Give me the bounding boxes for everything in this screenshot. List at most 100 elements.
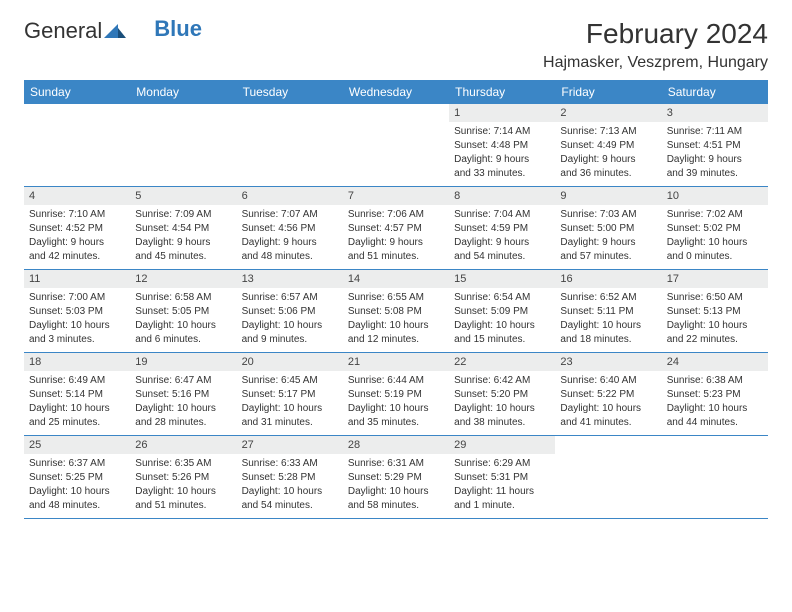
day-number: 12	[130, 270, 236, 288]
day-cell: 27Sunrise: 6:33 AMSunset: 5:28 PMDayligh…	[237, 436, 343, 518]
week-row: 25Sunrise: 6:37 AMSunset: 5:25 PMDayligh…	[24, 436, 768, 519]
day-body: Sunrise: 6:31 AMSunset: 5:29 PMDaylight:…	[343, 454, 449, 517]
day-line-sr: Sunrise: 6:42 AM	[454, 374, 550, 387]
day-body: Sunrise: 6:35 AMSunset: 5:26 PMDaylight:…	[130, 454, 236, 517]
day-line-ss: Sunset: 4:48 PM	[454, 139, 550, 152]
day-body: Sunrise: 6:47 AMSunset: 5:16 PMDaylight:…	[130, 371, 236, 434]
day-line-sr: Sunrise: 7:14 AM	[454, 125, 550, 138]
calendar-page: General Blue February 2024 Hajmasker, Ve…	[0, 0, 792, 537]
day-line-ss: Sunset: 5:13 PM	[667, 305, 763, 318]
day-cell: 11Sunrise: 7:00 AMSunset: 5:03 PMDayligh…	[24, 270, 130, 352]
day-line-ss: Sunset: 5:17 PM	[242, 388, 338, 401]
day-line-sr: Sunrise: 6:35 AM	[135, 457, 231, 470]
day-body: Sunrise: 7:14 AMSunset: 4:48 PMDaylight:…	[449, 122, 555, 185]
day-line-d2: and 3 minutes.	[29, 333, 125, 346]
day-line-d1: Daylight: 9 hours	[667, 153, 763, 166]
day-line-d2: and 31 minutes.	[242, 416, 338, 429]
day-line-d2: and 42 minutes.	[29, 250, 125, 263]
day-line-d2: and 44 minutes.	[667, 416, 763, 429]
day-number: 15	[449, 270, 555, 288]
day-cell: 2Sunrise: 7:13 AMSunset: 4:49 PMDaylight…	[555, 104, 661, 186]
day-line-sr: Sunrise: 6:58 AM	[135, 291, 231, 304]
day-line-d2: and 54 minutes.	[454, 250, 550, 263]
day-line-d1: Daylight: 9 hours	[348, 236, 444, 249]
weekday-header: Monday	[130, 80, 236, 104]
day-line-d1: Daylight: 10 hours	[348, 485, 444, 498]
day-body: Sunrise: 6:54 AMSunset: 5:09 PMDaylight:…	[449, 288, 555, 351]
day-line-sr: Sunrise: 7:02 AM	[667, 208, 763, 221]
day-number: 10	[662, 187, 768, 205]
day-line-d1: Daylight: 10 hours	[454, 319, 550, 332]
day-line-d1: Daylight: 10 hours	[135, 402, 231, 415]
day-line-ss: Sunset: 5:00 PM	[560, 222, 656, 235]
day-body: Sunrise: 7:09 AMSunset: 4:54 PMDaylight:…	[130, 205, 236, 268]
day-body: Sunrise: 6:50 AMSunset: 5:13 PMDaylight:…	[662, 288, 768, 351]
day-number: 20	[237, 353, 343, 371]
day-line-sr: Sunrise: 6:49 AM	[29, 374, 125, 387]
day-number: 22	[449, 353, 555, 371]
day-line-d1: Daylight: 10 hours	[29, 402, 125, 415]
day-body: Sunrise: 6:45 AMSunset: 5:17 PMDaylight:…	[237, 371, 343, 434]
day-number: 3	[662, 104, 768, 122]
week-row: 18Sunrise: 6:49 AMSunset: 5:14 PMDayligh…	[24, 353, 768, 436]
day-line-d1: Daylight: 9 hours	[560, 153, 656, 166]
day-line-d2: and 36 minutes.	[560, 167, 656, 180]
day-cell: 10Sunrise: 7:02 AMSunset: 5:02 PMDayligh…	[662, 187, 768, 269]
day-number: 9	[555, 187, 661, 205]
day-line-d1: Daylight: 10 hours	[560, 402, 656, 415]
day-body: Sunrise: 6:29 AMSunset: 5:31 PMDaylight:…	[449, 454, 555, 517]
day-line-d1: Daylight: 10 hours	[242, 402, 338, 415]
day-line-d2: and 28 minutes.	[135, 416, 231, 429]
weekday-header-row: SundayMondayTuesdayWednesdayThursdayFrid…	[24, 80, 768, 104]
day-body: Sunrise: 7:04 AMSunset: 4:59 PMDaylight:…	[449, 205, 555, 268]
day-body: Sunrise: 6:40 AMSunset: 5:22 PMDaylight:…	[555, 371, 661, 434]
day-line-ss: Sunset: 4:59 PM	[454, 222, 550, 235]
day-body: Sunrise: 6:37 AMSunset: 5:25 PMDaylight:…	[24, 454, 130, 517]
day-cell: 16Sunrise: 6:52 AMSunset: 5:11 PMDayligh…	[555, 270, 661, 352]
weekday-header: Sunday	[24, 80, 130, 104]
day-line-d1: Daylight: 10 hours	[242, 485, 338, 498]
day-line-sr: Sunrise: 7:00 AM	[29, 291, 125, 304]
week-row: 11Sunrise: 7:00 AMSunset: 5:03 PMDayligh…	[24, 270, 768, 353]
day-cell: 13Sunrise: 6:57 AMSunset: 5:06 PMDayligh…	[237, 270, 343, 352]
day-cell	[343, 104, 449, 186]
day-number: 25	[24, 436, 130, 454]
day-line-d1: Daylight: 9 hours	[242, 236, 338, 249]
day-line-ss: Sunset: 5:06 PM	[242, 305, 338, 318]
day-line-d2: and 48 minutes.	[242, 250, 338, 263]
day-line-ss: Sunset: 4:54 PM	[135, 222, 231, 235]
day-line-d2: and 35 minutes.	[348, 416, 444, 429]
day-line-d1: Daylight: 9 hours	[454, 153, 550, 166]
day-line-sr: Sunrise: 6:45 AM	[242, 374, 338, 387]
day-cell	[24, 104, 130, 186]
day-line-ss: Sunset: 5:09 PM	[454, 305, 550, 318]
day-line-ss: Sunset: 4:49 PM	[560, 139, 656, 152]
day-cell	[555, 436, 661, 518]
day-cell: 15Sunrise: 6:54 AMSunset: 5:09 PMDayligh…	[449, 270, 555, 352]
day-line-d2: and 41 minutes.	[560, 416, 656, 429]
day-body: Sunrise: 7:11 AMSunset: 4:51 PMDaylight:…	[662, 122, 768, 185]
day-cell: 24Sunrise: 6:38 AMSunset: 5:23 PMDayligh…	[662, 353, 768, 435]
month-title: February 2024	[543, 18, 768, 50]
weekday-header: Saturday	[662, 80, 768, 104]
logo: General Blue	[24, 18, 202, 44]
day-line-sr: Sunrise: 6:44 AM	[348, 374, 444, 387]
day-line-d2: and 33 minutes.	[454, 167, 550, 180]
day-line-d1: Daylight: 10 hours	[667, 402, 763, 415]
day-line-d1: Daylight: 10 hours	[667, 319, 763, 332]
day-line-sr: Sunrise: 6:52 AM	[560, 291, 656, 304]
day-cell: 23Sunrise: 6:40 AMSunset: 5:22 PMDayligh…	[555, 353, 661, 435]
week-row: 1Sunrise: 7:14 AMSunset: 4:48 PMDaylight…	[24, 104, 768, 187]
day-line-d2: and 12 minutes.	[348, 333, 444, 346]
day-cell	[130, 104, 236, 186]
day-line-ss: Sunset: 5:28 PM	[242, 471, 338, 484]
day-line-ss: Sunset: 5:22 PM	[560, 388, 656, 401]
day-line-sr: Sunrise: 7:07 AM	[242, 208, 338, 221]
day-line-d2: and 18 minutes.	[560, 333, 656, 346]
day-line-d2: and 39 minutes.	[667, 167, 763, 180]
day-cell: 22Sunrise: 6:42 AMSunset: 5:20 PMDayligh…	[449, 353, 555, 435]
day-line-ss: Sunset: 5:25 PM	[29, 471, 125, 484]
day-line-sr: Sunrise: 7:06 AM	[348, 208, 444, 221]
day-cell: 4Sunrise: 7:10 AMSunset: 4:52 PMDaylight…	[24, 187, 130, 269]
day-cell: 1Sunrise: 7:14 AMSunset: 4:48 PMDaylight…	[449, 104, 555, 186]
